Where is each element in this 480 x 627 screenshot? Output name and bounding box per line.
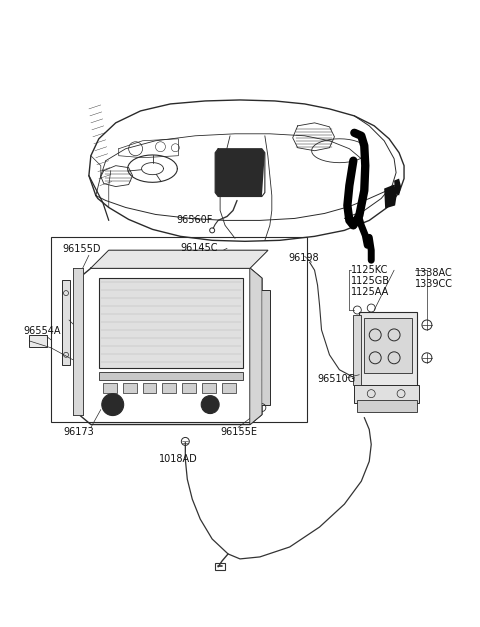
Circle shape — [102, 394, 124, 416]
Bar — [252, 290, 270, 404]
Bar — [202, 382, 216, 393]
Text: 1338AC: 1338AC — [415, 268, 453, 278]
Text: 1125KC: 1125KC — [351, 265, 389, 275]
Bar — [29, 335, 47, 347]
Polygon shape — [384, 184, 397, 208]
Bar — [62, 280, 70, 365]
Bar — [143, 382, 156, 393]
Text: 96198: 96198 — [288, 253, 319, 263]
Polygon shape — [91, 250, 268, 268]
Polygon shape — [215, 149, 265, 196]
Polygon shape — [73, 268, 83, 414]
Circle shape — [107, 399, 119, 411]
Bar — [364, 318, 412, 372]
Text: 1018AD: 1018AD — [158, 455, 197, 465]
Bar — [221, 153, 259, 181]
Bar — [162, 382, 176, 393]
Bar — [99, 372, 243, 380]
Bar — [51, 238, 307, 421]
Bar — [360, 312, 417, 387]
Circle shape — [205, 399, 215, 409]
Text: 96554A: 96554A — [23, 326, 61, 336]
Circle shape — [201, 396, 219, 414]
Bar — [222, 382, 236, 393]
Bar — [230, 184, 236, 189]
Text: 1339CC: 1339CC — [415, 279, 453, 289]
Bar — [222, 184, 228, 189]
Bar — [123, 382, 137, 393]
Polygon shape — [250, 268, 262, 424]
Text: 1125AA: 1125AA — [351, 287, 390, 297]
Text: 96155D: 96155D — [62, 245, 100, 255]
Text: 96510G: 96510G — [318, 374, 356, 384]
Bar — [354, 385, 419, 403]
Text: 96173: 96173 — [63, 428, 94, 438]
Bar — [357, 399, 417, 411]
Bar — [254, 184, 260, 189]
Bar — [103, 382, 117, 393]
Text: 96145C: 96145C — [180, 243, 218, 253]
Bar — [246, 184, 252, 189]
Bar — [99, 278, 243, 368]
Bar — [353, 315, 361, 385]
Text: 96155E: 96155E — [220, 428, 257, 438]
Bar — [215, 563, 225, 570]
Text: 1125GB: 1125GB — [351, 276, 390, 286]
Bar — [238, 184, 244, 189]
Text: 96560F: 96560F — [176, 216, 213, 226]
Bar — [182, 382, 196, 393]
Polygon shape — [394, 179, 401, 196]
